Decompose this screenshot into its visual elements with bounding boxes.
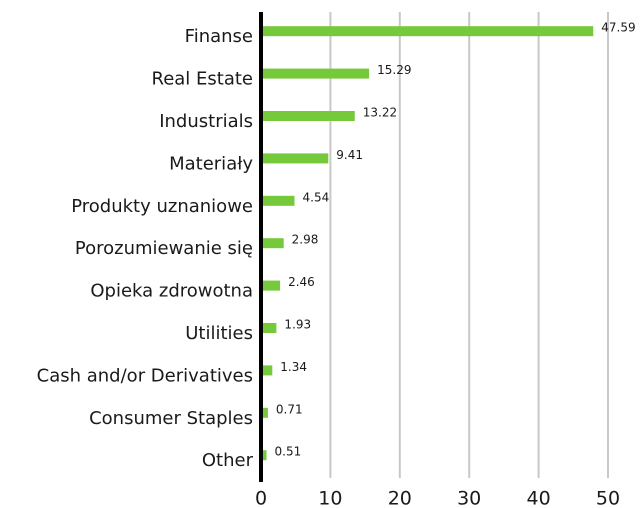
y-tick-label: Porozumiewanie się (75, 238, 253, 259)
y-tick-label: Cash and/or Derivatives (37, 365, 253, 386)
bar (263, 238, 284, 249)
y-tick-label: Utilities (185, 323, 253, 344)
data-label: 2.46 (288, 275, 315, 289)
x-tick-label: 0 (255, 488, 267, 508)
bar (263, 365, 273, 376)
bar (263, 195, 295, 206)
bar (263, 407, 268, 418)
y-tick-label: Materiały (169, 153, 253, 174)
bar (263, 68, 370, 79)
x-tick-label: 20 (388, 488, 412, 508)
x-tick-label: 40 (527, 488, 551, 508)
data-label: 1.34 (280, 360, 307, 374)
bar (263, 26, 594, 37)
bar (263, 280, 281, 291)
data-label: 0.51 (275, 445, 302, 459)
bar (263, 153, 329, 164)
y-tick-label: Consumer Staples (89, 408, 253, 429)
data-label: 0.71 (276, 402, 303, 416)
y-tick-label: Produkty uznaniowe (71, 196, 253, 217)
y-tick-label: Real Estate (152, 69, 254, 90)
data-label: 13.22 (363, 106, 397, 120)
y-tick-label: Other (202, 450, 254, 471)
bar (263, 450, 267, 461)
bar (263, 111, 355, 121)
data-label: 9.41 (336, 148, 363, 162)
data-label: 2.98 (292, 233, 319, 247)
bar (263, 323, 277, 333)
x-tick-label: 50 (596, 488, 620, 508)
data-label: 47.59 (601, 21, 635, 35)
data-label: 1.93 (284, 318, 311, 332)
data-label: 4.54 (303, 190, 330, 204)
y-tick-label: Opieka zdrowotna (90, 281, 253, 302)
y-tick-label: Finanse (185, 26, 253, 47)
x-tick-label: 30 (457, 488, 481, 508)
x-tick-label: 10 (318, 488, 342, 508)
data-label: 15.29 (377, 63, 411, 77)
y-tick-label: Industrials (159, 111, 253, 132)
